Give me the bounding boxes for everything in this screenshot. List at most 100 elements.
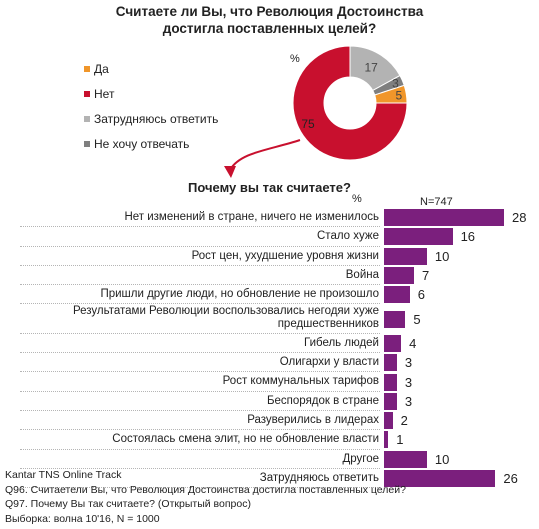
footer-q96: Q96. Считаетели Вы, что Революция Достои… — [5, 483, 406, 496]
legend-label: Нет — [94, 87, 115, 101]
bar-row: Рост цен, ухудшение уровня жизни 10 — [0, 247, 539, 266]
bar-category-label-line: Затрудняюсь ответить — [259, 471, 379, 484]
row-divider — [20, 226, 380, 228]
bar-row: Затрудняюсь ответить 26 — [0, 469, 539, 489]
bar-value-label: 5 — [413, 311, 421, 327]
legend-swatch — [84, 141, 90, 147]
bar-category-label-line: Результатами Революции воспользовались н… — [72, 304, 379, 317]
pie-title-line-2: достигла поставленных целей? — [162, 21, 377, 36]
bar — [384, 412, 393, 430]
bar-row: Олигархи у власти 3 — [0, 353, 539, 373]
bar-chart-title: Почему вы так считаете? — [188, 180, 351, 195]
pie-value-label: 17 — [364, 60, 378, 74]
bar-row: Рост коммунальных тарифов 3 — [0, 372, 539, 392]
bar — [384, 354, 397, 372]
bar-row: Другое 10 — [0, 450, 539, 469]
bar-row: Разуверились в лидерах 2 — [0, 411, 539, 431]
pie-value-label: 5 — [396, 88, 403, 102]
bar-row: Нет изменений в стране, ничего не измени… — [0, 208, 539, 228]
pie-value-label: 3 — [392, 76, 399, 90]
bar-value-label: 10 — [434, 248, 450, 264]
bar-category-label: Стало хуже — [317, 230, 379, 243]
bar-category-label: Рост коммунальных тарифов — [223, 375, 379, 388]
bar-category-label-line: Стало хуже — [317, 230, 379, 243]
bar-category-label: Гибель людей — [304, 337, 379, 350]
legend-item: Да — [84, 62, 109, 76]
pie-slice — [292, 45, 408, 161]
bar-category-label: Рост цен, ухудшение уровня жизни — [192, 250, 379, 263]
bar-row: Война 7 — [0, 266, 539, 286]
row-divider — [20, 467, 380, 469]
row-divider — [20, 245, 380, 247]
bar-category-label-line: предшественников — [277, 317, 379, 330]
row-divider — [20, 284, 380, 286]
row-divider — [20, 390, 380, 392]
bar-category-label-line: Война — [345, 268, 379, 281]
bar-category-label: Беспорядок в стране — [267, 395, 379, 408]
bar-unit-label: % — [352, 193, 362, 205]
bar-value-label: 3 — [404, 355, 413, 371]
bar-value-label: 1 — [396, 432, 404, 448]
row-divider — [20, 487, 380, 489]
bar-row: Пришли другие люди, но обновление не про… — [0, 285, 539, 305]
bar — [384, 392, 397, 410]
bar-value-label: 6 — [417, 287, 425, 303]
bar-value-label: 7 — [422, 268, 430, 284]
bar — [384, 334, 402, 352]
row-divider — [20, 303, 380, 305]
row-divider — [20, 371, 380, 373]
bar-category-label-line: Состоялась смена элит, но не обновление … — [112, 433, 379, 446]
bar-value-label: 16 — [460, 229, 476, 245]
sample-size-label: N=747 — [420, 196, 453, 208]
legend-swatch — [84, 91, 90, 97]
bar-value-label: 2 — [400, 413, 408, 429]
bar — [384, 228, 453, 246]
bar-row: Состоялась смена элит, но не обновление … — [0, 430, 539, 450]
row-divider — [20, 264, 380, 266]
bar-value-label: 3 — [404, 393, 413, 409]
footer-q97: Q97. Почему Вы так считаете? (Открытый в… — [5, 498, 251, 510]
bar-row: Результатами Революции воспользовались н… — [0, 305, 539, 334]
bar-row: Стало хуже 16 — [0, 227, 539, 247]
bar-row: Гибель людей 4 — [0, 334, 539, 354]
legend-item: Затрудняюсь ответить — [84, 112, 218, 126]
bar-value-label: 3 — [404, 374, 413, 390]
bar-category-label-line: Рост коммунальных тарифов — [222, 375, 379, 388]
bar-category-label-line: Разуверились в лидерах — [247, 414, 379, 426]
connector-arrowhead — [224, 166, 236, 178]
bar-category-label: Олигархи у власти — [280, 356, 379, 369]
pie-value-label: 75 — [301, 117, 315, 131]
pie-slice — [374, 84, 408, 104]
bar-category-label-line: Другое — [342, 452, 379, 465]
bar-value-label: 10 — [434, 451, 450, 467]
legend-label: Затрудняюсь ответить — [94, 112, 219, 126]
pie-unit-label: % — [290, 53, 300, 65]
bar — [384, 470, 496, 488]
pie-slice — [372, 74, 405, 96]
row-divider — [20, 429, 380, 431]
bar-category-label-line: Беспорядок в стране — [266, 394, 379, 407]
bar — [384, 286, 410, 304]
bar-category-label: Затрудняюсь ответить — [260, 472, 379, 485]
bar — [384, 450, 427, 468]
connector-arrow — [229, 139, 301, 171]
bar-value-label: 4 — [409, 335, 417, 351]
bar-category-label-line: Пришли другие люди, но обновление не про… — [100, 288, 379, 301]
row-divider — [20, 409, 380, 411]
bar-category-label: Состоялась смена элит, но не обновление … — [112, 433, 379, 446]
bar-value-label: 26 — [503, 471, 518, 487]
pie-title-line-1: Считаете ли Вы, что Революция Достоинств… — [115, 4, 424, 19]
bar-category-label-line: Гибель людей — [304, 336, 379, 349]
row-divider — [20, 448, 380, 450]
legend-item: Нет — [84, 87, 114, 101]
bar-category-label-line: Рост цен, ухудшение уровня жизни — [191, 249, 379, 262]
bar-category-label: Другое — [342, 453, 379, 466]
pie-slice — [349, 45, 401, 92]
bar — [384, 209, 504, 227]
bar-value-label: 28 — [512, 210, 527, 226]
bar — [384, 373, 397, 391]
legend-label: Не хочу отвечать — [94, 137, 190, 151]
row-divider — [20, 352, 380, 354]
bar — [384, 310, 406, 328]
footer-sample: Выборка: волна 10'16, N = 1000 — [5, 512, 160, 525]
